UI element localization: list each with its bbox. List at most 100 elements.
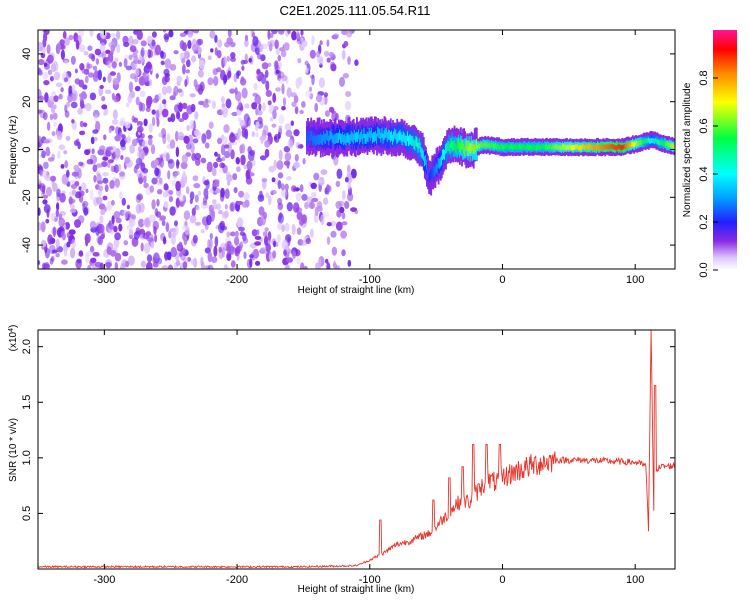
noise-cell	[320, 169, 328, 176]
band-cell	[609, 144, 612, 150]
noise-cell	[51, 249, 58, 254]
noise-cell	[290, 120, 294, 126]
band-cell	[568, 145, 571, 151]
band-cell	[603, 144, 606, 150]
noise-cell	[71, 92, 77, 102]
band-cell	[381, 128, 384, 149]
noise-cell	[287, 138, 294, 150]
noise-cell	[50, 63, 57, 73]
noise-cell	[204, 142, 210, 149]
noise-cell	[136, 120, 143, 127]
noise-cell	[140, 40, 147, 47]
noise-cell	[125, 260, 130, 268]
noise-cell	[284, 152, 292, 161]
band-cell	[635, 140, 637, 146]
noise-cell	[326, 185, 332, 193]
band-cell	[330, 129, 333, 140]
band-cell	[599, 144, 601, 149]
noise-cell	[66, 221, 70, 230]
band-cell	[594, 145, 597, 150]
noise-cell	[74, 191, 82, 199]
colorbar-tick-label: 0.2	[698, 214, 710, 229]
band-cell	[466, 140, 469, 151]
noise-cell	[113, 211, 121, 220]
band-cell	[548, 144, 550, 150]
noise-cell	[161, 220, 166, 226]
noise-cell	[145, 231, 151, 236]
noise-cell	[161, 265, 169, 269]
band-cell	[661, 141, 664, 147]
noise-cell	[77, 167, 82, 179]
noise-cell	[218, 210, 223, 215]
spectrogram-x-ticks: -300 -200 -100 0 100	[93, 30, 644, 286]
noise-cell	[64, 59, 68, 65]
band-cell	[550, 143, 553, 149]
band-cell	[617, 145, 619, 151]
band-cell	[443, 149, 445, 160]
noise-cell	[331, 246, 338, 256]
noise-cell	[330, 220, 337, 227]
noise-cell	[300, 30, 304, 36]
noise-cell	[102, 156, 109, 161]
noise-cell	[236, 252, 240, 261]
noise-cell	[207, 77, 214, 86]
noise-cell	[49, 113, 54, 121]
noise-cell	[244, 39, 249, 48]
noise-cell	[49, 76, 54, 82]
noise-cell	[212, 181, 220, 188]
noise-cell	[186, 59, 191, 68]
noise-cell	[178, 102, 183, 113]
band-cell	[319, 133, 322, 144]
band-cell	[460, 143, 462, 154]
band-cell	[318, 134, 321, 145]
noise-cell	[275, 87, 281, 92]
noise-cell	[311, 191, 317, 198]
noise-cell	[192, 175, 199, 182]
band-cell	[339, 129, 341, 140]
noise-cell	[167, 133, 171, 143]
band-cell	[630, 141, 633, 147]
noise-cell	[335, 221, 343, 231]
band-cell	[569, 143, 572, 149]
noise-cell	[78, 250, 84, 257]
band-cell	[662, 140, 665, 146]
noise-cell	[309, 228, 314, 238]
noise-cell	[217, 137, 222, 145]
band-cell	[334, 133, 337, 144]
noise-cell	[162, 99, 167, 105]
noise-cell	[339, 76, 345, 87]
noise-cell	[276, 160, 284, 170]
noise-cell	[94, 70, 99, 79]
band-cell	[522, 144, 525, 150]
band-cell	[593, 144, 596, 150]
noise-cell	[115, 126, 120, 136]
band-cell	[540, 144, 543, 150]
band-cell	[600, 145, 602, 151]
noise-cell	[272, 92, 277, 103]
noise-cell	[297, 58, 302, 64]
band-cell	[453, 140, 456, 151]
band-cell	[647, 137, 650, 143]
noise-cell	[264, 148, 270, 158]
noise-cell	[265, 243, 272, 252]
band-cell	[497, 143, 499, 149]
noise-cell	[92, 164, 98, 172]
noise-cell	[330, 230, 337, 238]
noise-cell	[166, 251, 172, 261]
noise-cell	[336, 168, 343, 179]
spectrogram-x-label: Height of straight line (km)	[298, 285, 415, 296]
noise-cell	[286, 87, 292, 98]
noise-cell	[107, 60, 112, 69]
band-cell	[403, 133, 406, 143]
noise-cell	[78, 79, 84, 88]
band-cell	[532, 145, 534, 151]
band-cell	[459, 141, 461, 152]
noise-cell	[139, 90, 146, 98]
noise-cell	[82, 122, 88, 128]
band-cell	[650, 138, 652, 144]
band-cell	[442, 149, 444, 160]
noise-cell	[221, 156, 226, 162]
band-cell	[429, 172, 431, 183]
noise-cell	[156, 198, 160, 207]
colorbar-label: Normalized spectral amplitude	[682, 82, 693, 217]
